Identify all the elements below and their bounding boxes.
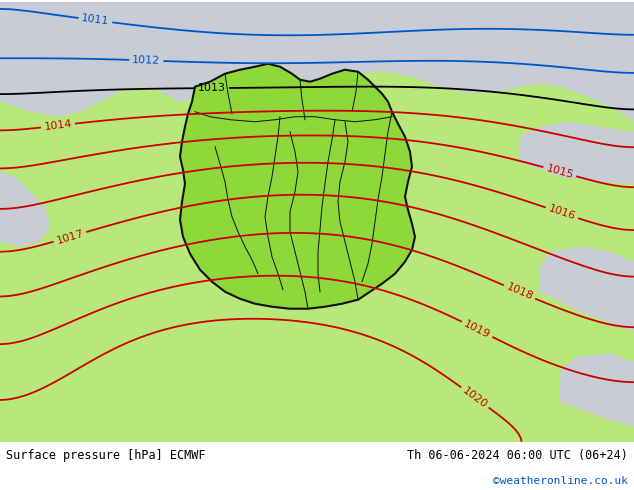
Polygon shape — [180, 64, 415, 309]
Text: 1015: 1015 — [545, 163, 574, 180]
Polygon shape — [540, 247, 634, 332]
Text: 1013: 1013 — [198, 83, 226, 93]
Polygon shape — [520, 122, 634, 184]
Polygon shape — [560, 354, 634, 427]
Text: 1018: 1018 — [505, 282, 534, 302]
Text: Th 06-06-2024 06:00 UTC (06+24): Th 06-06-2024 06:00 UTC (06+24) — [407, 448, 628, 462]
Text: 1014: 1014 — [43, 119, 72, 132]
Polygon shape — [0, 162, 50, 247]
Text: 1012: 1012 — [132, 55, 160, 66]
Text: 1017: 1017 — [55, 228, 85, 245]
Text: 1019: 1019 — [462, 318, 492, 340]
Text: ©weatheronline.co.uk: ©weatheronline.co.uk — [493, 476, 628, 486]
Text: 1016: 1016 — [547, 204, 577, 222]
Text: Surface pressure [hPa] ECMWF: Surface pressure [hPa] ECMWF — [6, 448, 206, 462]
Text: 1020: 1020 — [461, 385, 489, 410]
Polygon shape — [0, 2, 634, 122]
Polygon shape — [0, 2, 634, 441]
Text: 1011: 1011 — [81, 13, 110, 27]
